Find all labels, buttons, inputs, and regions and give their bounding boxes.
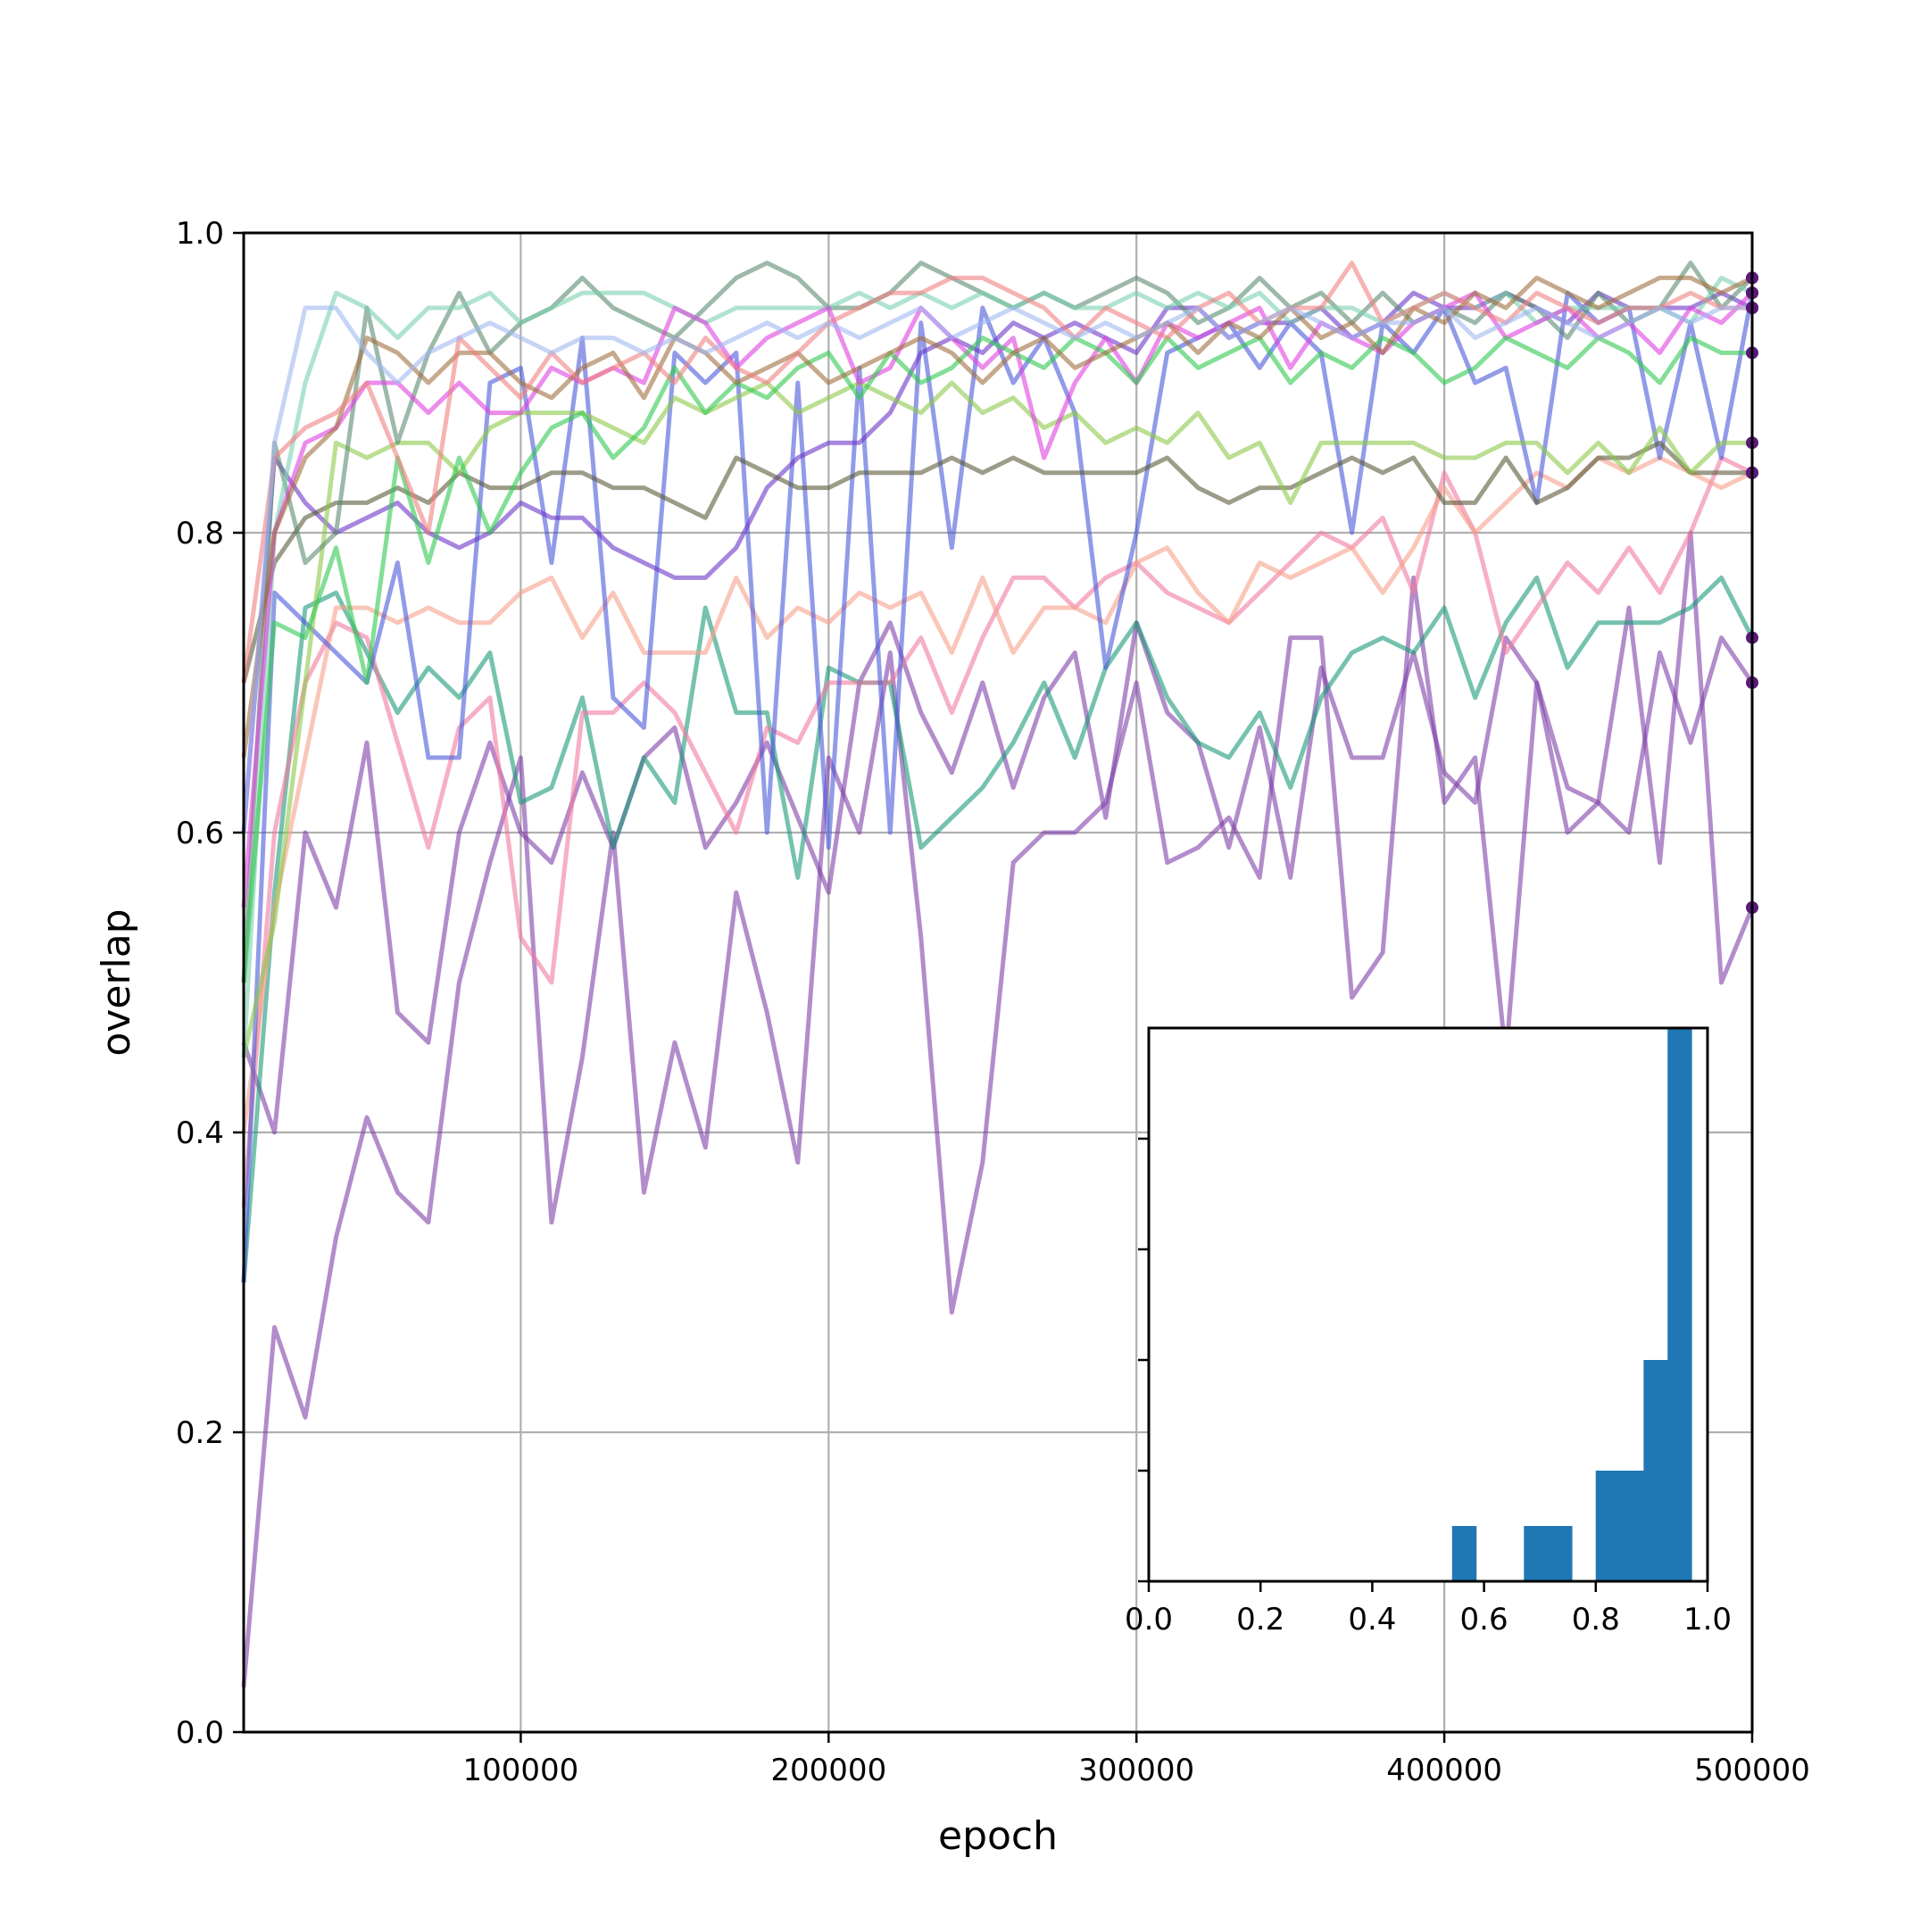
- x-tick-label: 300000: [1078, 1753, 1194, 1788]
- series-line-12: [241, 290, 1754, 908]
- y-tick-label: 0.0: [176, 1715, 224, 1751]
- main-plot-frame: [242, 231, 1754, 1734]
- histogram-bar: [1524, 1526, 1549, 1581]
- inset-x-tick-label: 1.0: [1683, 1602, 1732, 1638]
- inset-x-tick-label: 0.0: [1125, 1602, 1173, 1638]
- x-tick-label: 500000: [1694, 1753, 1810, 1788]
- inset-x-tick-label: 0.2: [1236, 1602, 1284, 1638]
- y-tick-label: 0.8: [176, 516, 224, 551]
- y-axis-label: overlap: [94, 908, 139, 1056]
- series-line-4: [241, 455, 1754, 1208]
- histogram-bar: [1595, 1471, 1621, 1581]
- series-line-13: [241, 336, 1752, 983]
- series-line-5: [241, 455, 1754, 1133]
- series-line-14: [241, 275, 1754, 759]
- histogram-bar: [1451, 1526, 1477, 1581]
- inset-bars-group: [1451, 1028, 1692, 1581]
- y-tick-label: 0.2: [176, 1415, 224, 1451]
- y-tick-label: 1.0: [176, 216, 224, 252]
- inset-x-tick-label: 0.4: [1348, 1602, 1396, 1638]
- x-tick-label: 100000: [463, 1753, 579, 1788]
- inset-histogram: 0.0 0.2 0.4 0.6 0.8 1.0: [1125, 1026, 1732, 1638]
- series-line-2: [241, 620, 1755, 1135]
- series-line-15: [241, 261, 1752, 684]
- histogram-bar: [1619, 1471, 1644, 1581]
- x-tick-label: 400000: [1386, 1753, 1502, 1788]
- y-tick-label: 0.6: [176, 816, 224, 851]
- y-tick-label: 0.4: [176, 1115, 224, 1151]
- x-axis-label: epoch: [938, 1813, 1058, 1859]
- x-tick-label: 200000: [770, 1753, 886, 1788]
- series-line-11: [241, 275, 1754, 1058]
- inset-x-tick-label: 0.8: [1572, 1602, 1620, 1638]
- series-line-16: [241, 305, 1752, 833]
- inset-x-tick-label: 0.6: [1460, 1602, 1508, 1638]
- main-axis-ticks: 100000 200000 300000 400000 5000000.00.20.40…: [176, 216, 1810, 1788]
- histogram-bar: [1548, 1526, 1573, 1581]
- series-line-9: [241, 380, 1752, 1058]
- main-series-group: [241, 261, 1755, 1687]
- inset-plot-frame: [1147, 1026, 1709, 1583]
- inset-axis-ticks: 0.0 0.2 0.4 0.6 0.8 1.0: [1125, 1137, 1732, 1638]
- histogram-bar: [1667, 1028, 1692, 1581]
- series-line-8: [241, 440, 1752, 684]
- series-line-1: [241, 530, 1755, 1687]
- histogram-bar: [1643, 1360, 1668, 1581]
